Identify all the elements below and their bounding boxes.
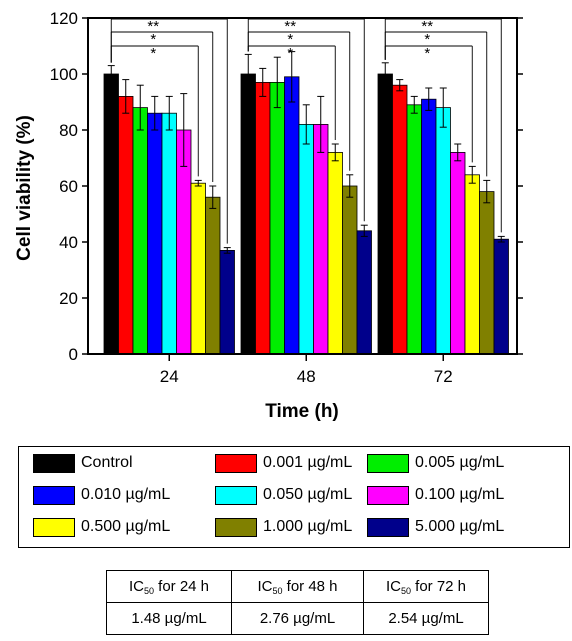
bar	[147, 112, 163, 355]
significance-label: **	[284, 18, 296, 35]
x-tick-label: 48	[297, 367, 316, 386]
legend-item: 0.500 µg/mL	[33, 516, 170, 538]
bar	[342, 185, 358, 355]
bar	[479, 191, 495, 355]
legend-swatch	[33, 453, 75, 473]
bar	[118, 96, 134, 355]
legend-swatch	[215, 485, 257, 505]
significance-label: *	[424, 31, 430, 48]
legend-label: 0.001 µg/mL	[263, 454, 353, 471]
significance-label: *	[150, 45, 156, 62]
legend-label: 0.500 µg/mL	[81, 518, 171, 535]
significance-label: **	[147, 18, 159, 35]
bar	[313, 124, 329, 355]
bar	[161, 112, 177, 355]
legend-label: 1.000 µg/mL	[263, 518, 353, 535]
ic50-value-24h: 1.48 µg/mL	[106, 602, 232, 635]
ic50-table: IC50 for 24 h IC50 for 48 h IC50 for 72 …	[106, 570, 489, 635]
bar	[377, 73, 393, 355]
bar	[392, 84, 408, 355]
legend-item: 0.001 µg/mL	[215, 452, 352, 474]
legend-swatch	[33, 485, 75, 505]
legend-label: 0.100 µg/mL	[415, 486, 505, 503]
bar	[450, 151, 466, 355]
legend-item: 5.000 µg/mL	[367, 516, 504, 538]
y-tick-label: 40	[59, 233, 78, 252]
legend-label: 5.000 µg/mL	[415, 518, 505, 535]
bar	[406, 104, 422, 355]
bar	[284, 76, 300, 355]
y-tick-label: 60	[59, 177, 78, 196]
legend: Control 0.001 µg/mL 0.005 µg/mL 0.010 µg/mL…	[18, 446, 570, 548]
legend-item: 0.100 µg/mL	[367, 484, 504, 506]
significance-label: **	[421, 18, 433, 35]
ic50-header-72h: IC50 for 72 h	[363, 570, 489, 603]
bar	[205, 196, 221, 355]
legend-swatch	[367, 453, 409, 473]
legend-item: 1.000 µg/mL	[215, 516, 352, 538]
ic50-header-row: IC50 for 24 h IC50 for 48 h IC50 for 72 …	[106, 570, 489, 603]
y-tick-label: 80	[59, 121, 78, 140]
significance-label: *	[287, 45, 293, 62]
legend-item: Control	[33, 452, 133, 474]
x-axis-label: Time (h)	[265, 401, 339, 422]
x-tick-label: 72	[434, 367, 453, 386]
bar	[435, 107, 451, 355]
bar	[298, 124, 314, 355]
legend-item: 0.005 µg/mL	[367, 452, 504, 474]
legend-swatch	[367, 485, 409, 505]
x-tick-label: 24	[160, 367, 179, 386]
significance-label: *	[424, 45, 430, 62]
significance-label: *	[150, 31, 156, 48]
bar	[132, 107, 148, 355]
legend-swatch	[215, 453, 257, 473]
y-axis-label: Cell viability (%)	[14, 115, 35, 261]
bar	[269, 82, 285, 355]
y-tick-label: 20	[59, 289, 78, 308]
significance-label: *	[287, 31, 293, 48]
legend-label: 0.010 µg/mL	[81, 486, 171, 503]
bar	[255, 82, 271, 355]
legend-label: 0.005 µg/mL	[415, 454, 505, 471]
bar	[493, 238, 509, 355]
y-tick-label: 0	[69, 345, 78, 364]
bar	[190, 182, 206, 355]
legend-item: 0.050 µg/mL	[215, 484, 352, 506]
bar	[421, 98, 437, 355]
legend-item: 0.010 µg/mL	[33, 484, 170, 506]
legend-swatch	[215, 517, 257, 537]
bar	[464, 174, 480, 355]
y-tick-label: 100	[50, 65, 78, 84]
bar	[219, 249, 235, 355]
ic50-header-48h: IC50 for 48 h	[231, 570, 364, 603]
ic50-value-row: 1.48 µg/mL 2.76 µg/mL 2.54 µg/mL	[106, 602, 489, 635]
legend-swatch	[367, 517, 409, 537]
axes-frame	[87, 17, 518, 355]
bar	[356, 230, 372, 355]
ic50-header-24h: IC50 for 24 h	[106, 570, 232, 603]
legend-swatch	[33, 517, 75, 537]
ic50-value-48h: 2.76 µg/mL	[231, 602, 364, 635]
legend-label: 0.050 µg/mL	[263, 486, 353, 503]
bar	[327, 151, 343, 355]
bar	[240, 73, 256, 355]
bar	[103, 73, 119, 355]
legend-label: Control	[81, 454, 133, 471]
ic50-value-72h: 2.54 µg/mL	[363, 602, 489, 635]
y-tick-label: 120	[50, 9, 78, 28]
